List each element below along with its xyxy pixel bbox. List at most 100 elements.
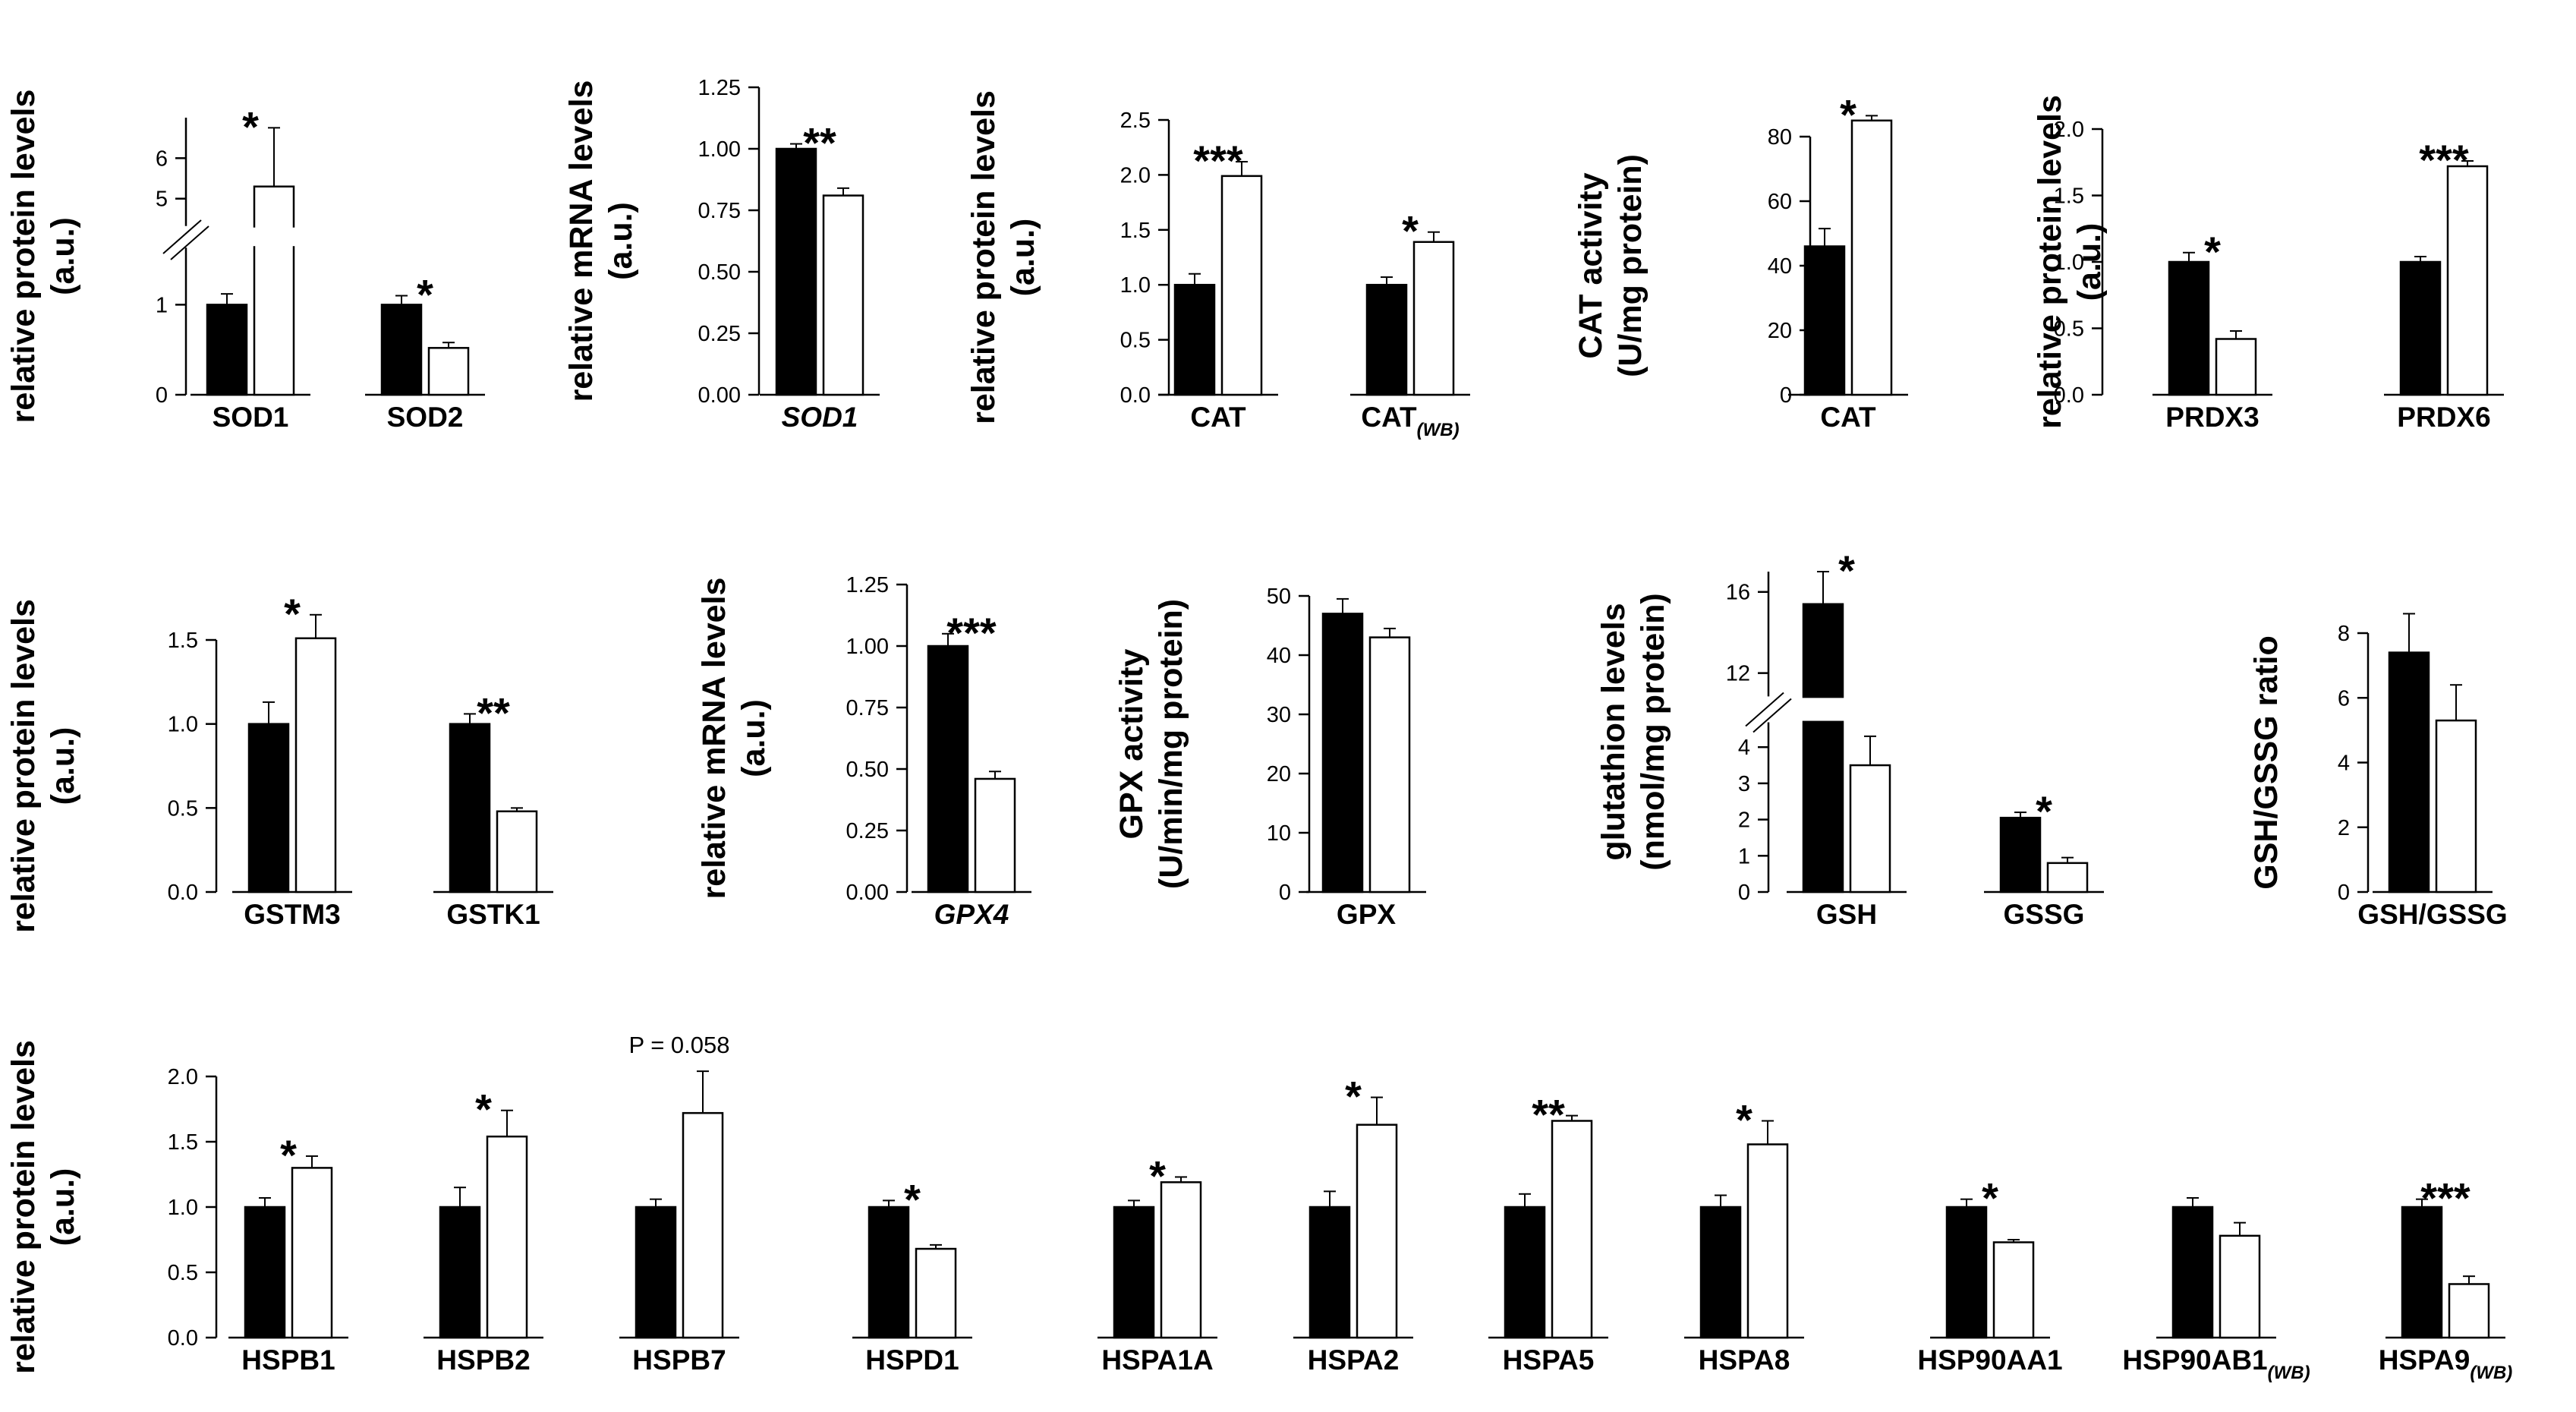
significance-marker: * xyxy=(1149,1152,1166,1199)
treated-bar xyxy=(1850,119,1893,396)
y-tick-label: 0.0 xyxy=(1120,383,1151,408)
treated-bar xyxy=(915,1247,957,1339)
treated-bar xyxy=(1160,1181,1202,1339)
y-tick-label: 2.5 xyxy=(1120,109,1151,133)
y-axis-label-line: glutathion levels xyxy=(1595,603,1632,860)
significance-marker: * xyxy=(2204,228,2221,276)
significance-marker: ** xyxy=(1532,1091,1565,1139)
bar-group-hspb2: * HSPB2 xyxy=(424,1086,543,1376)
axis-break-mark xyxy=(1752,698,1792,733)
y-tick-label: 0.75 xyxy=(846,696,889,720)
bar-group-cat: * CAT(WB) xyxy=(1350,207,1470,440)
y-tick-label: 1.5 xyxy=(168,1130,198,1155)
y-tick-label: 12 xyxy=(1726,662,1750,686)
y-axis-label-line: GSH/GSSG ratio xyxy=(2248,635,2285,890)
y-tick-label: 1.25 xyxy=(846,573,889,597)
panel-gpx-activity: 0 10 20 30 40 50 GPX activity (U/min/mg protein… xyxy=(1113,585,1426,930)
panel-gst: 0.0 0.5 1.0 1.5 relative protein levels (a.u.… xyxy=(5,590,553,933)
significance-marker: * xyxy=(1345,1073,1362,1120)
y-tick-label: 2.0 xyxy=(1120,163,1151,188)
bar-group-gpx4: *** GPX4 xyxy=(912,609,1031,930)
control-bar xyxy=(2399,260,2442,396)
control-bar xyxy=(1321,613,1364,894)
y-tick-label: 0 xyxy=(1279,881,1291,905)
significance-marker: *** xyxy=(946,609,997,657)
y-axis-label: CAT activity (U/mg protein) xyxy=(1573,154,1649,377)
significance-marker: * xyxy=(904,1175,921,1223)
y-tick-label: 2.0 xyxy=(2054,118,2084,142)
y-tick-label: 0.5 xyxy=(168,796,198,821)
y-axis-label: relative protein levels (a.u.) xyxy=(965,90,1041,424)
y-tick-label: 5 xyxy=(156,188,168,212)
control-bar xyxy=(1113,1206,1155,1339)
significance-marker: *** xyxy=(1193,137,1243,184)
y-tick-label: 1.5 xyxy=(1120,219,1151,243)
bar-group-hspb1: * HSPB1 xyxy=(228,1131,348,1376)
category-label: CAT xyxy=(1190,402,1246,433)
panel-sod-protein: 0 1 5 6 relative protein levels (a.u.) * SOD1 * S… xyxy=(5,90,485,433)
y-tick-label: 20 xyxy=(1768,319,1792,343)
y-axis-label-line: relative protein levels xyxy=(5,1040,42,1374)
bar-break xyxy=(253,227,295,247)
control-bar xyxy=(1945,1206,1988,1339)
control-bar xyxy=(380,304,423,396)
treated-bar xyxy=(682,1111,724,1339)
y-tick-label: 0.75 xyxy=(698,199,741,223)
y-tick-label: 0 xyxy=(1738,881,1750,905)
axis-break-mark xyxy=(1745,692,1784,727)
significance-marker: * xyxy=(1982,1174,1998,1222)
bar-group-sod2: * SOD2 xyxy=(365,271,485,433)
bar-group-sod1: * SOD1 xyxy=(191,102,310,433)
bar-group-gstk1: ** GSTK1 xyxy=(433,689,553,930)
axis-break-mark xyxy=(162,219,202,254)
y-tick-label: 1.0 xyxy=(168,1196,198,1220)
bar-group-hsp90ab1: HSP90AB1(WB) xyxy=(2122,1196,2310,1383)
control-bar xyxy=(2388,651,2430,894)
y-axis-label: relative mRNA levels (a.u.) xyxy=(563,80,639,402)
y-axis-label: relative protein levels (a.u.) xyxy=(5,599,81,933)
y-tick-label: 40 xyxy=(1267,644,1291,668)
treated-bar xyxy=(2219,1234,2261,1339)
y-tick-label: 1.00 xyxy=(846,635,889,659)
category-label: HSPB7 xyxy=(632,1344,726,1376)
y-tick-label: 0.5 xyxy=(1120,329,1151,353)
significance-marker: * xyxy=(417,271,433,319)
y-tick-label: 1.5 xyxy=(2054,184,2084,209)
control-bar xyxy=(1803,245,1846,396)
y-tick-label: 0.0 xyxy=(168,881,198,905)
y-axis-label-line: (a.u.) xyxy=(45,1168,81,1247)
treated-bar xyxy=(974,777,1016,894)
y-tick-label: 4 xyxy=(2338,752,2350,776)
y-tick-label: 0.0 xyxy=(2054,383,2084,408)
y-tick-label: 0.25 xyxy=(846,819,889,843)
treated-bar xyxy=(1412,241,1455,396)
y-tick-label: 1.00 xyxy=(698,137,741,162)
category-label: HSPA1A xyxy=(1101,1344,1213,1376)
p-value-note: P = 0.058 xyxy=(628,1032,729,1058)
bar-group-hspd1: * HSPD1 xyxy=(852,1175,972,1376)
y-tick-label: 20 xyxy=(1267,762,1291,786)
control-bar xyxy=(775,147,817,396)
y-tick-label: 8 xyxy=(2338,622,2350,646)
category-label: GSTK1 xyxy=(446,899,540,930)
category-label: GPX xyxy=(1337,899,1396,930)
y-tick-label: 2 xyxy=(2338,816,2350,840)
y-axis-label: GSH/GSSG ratio xyxy=(2248,635,2285,890)
category-label: HSPB2 xyxy=(436,1344,530,1376)
y-axis-label-line: (a.u.) xyxy=(603,202,639,280)
y-tick-label: 16 xyxy=(1726,581,1750,605)
y-tick-label: 1 xyxy=(156,293,168,317)
significance-marker: * xyxy=(242,102,259,150)
category-label: GSTM3 xyxy=(244,899,340,930)
bar-group-sod1: ** SOD1 xyxy=(760,119,880,433)
y-tick-label: 1.5 xyxy=(168,629,198,653)
y-axis-label-line: (U/mg protein) xyxy=(1612,154,1649,377)
y-tick-label: 0.50 xyxy=(846,758,889,782)
panel-sod1-mrna: 0.00 0.25 0.50 0.75 1.00 1.25 relative mRNA le… xyxy=(563,76,880,433)
significance-marker: * xyxy=(1402,207,1419,255)
y-tick-label: 50 xyxy=(1267,585,1291,609)
y-tick-label: 1.0 xyxy=(2054,251,2084,275)
treated-bar xyxy=(1368,636,1411,894)
category-label: GSH xyxy=(1816,899,1877,930)
